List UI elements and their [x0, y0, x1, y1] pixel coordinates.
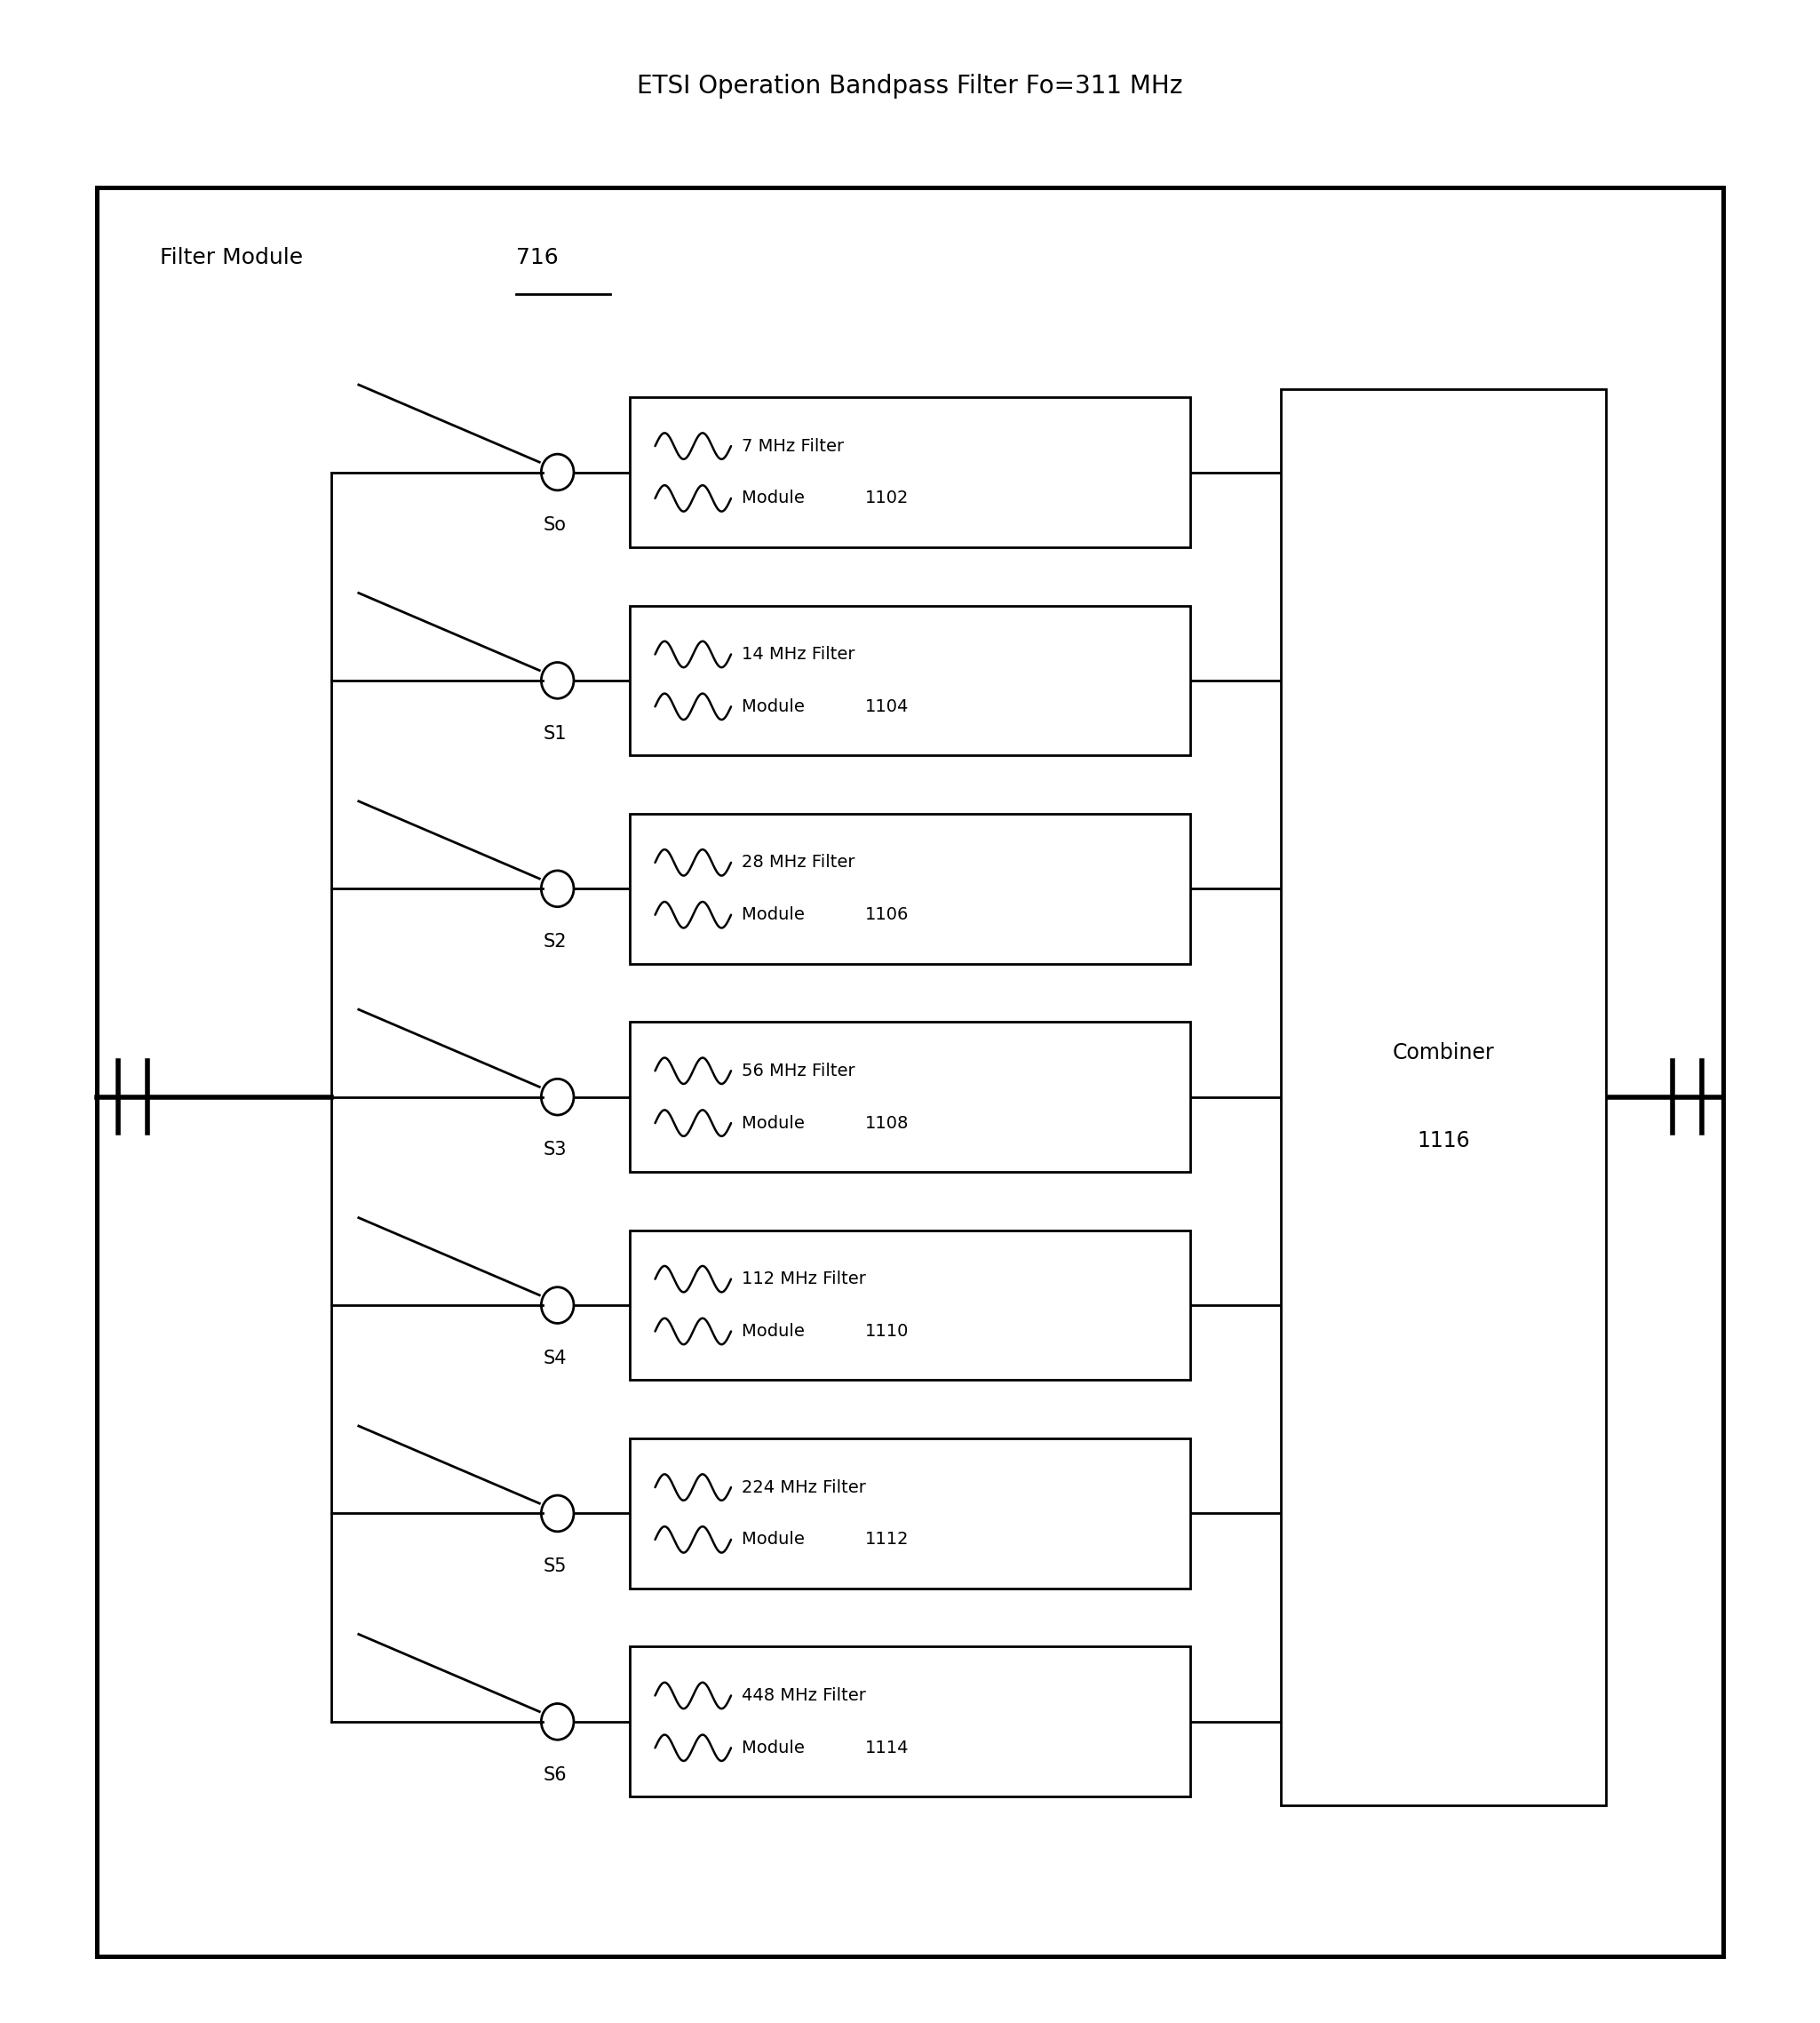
Text: 1104: 1104	[864, 698, 908, 714]
Text: Module: Module	[743, 1531, 810, 1548]
Text: 1108: 1108	[864, 1115, 908, 1131]
Text: 1116: 1116	[1416, 1131, 1471, 1151]
Text: 1106: 1106	[864, 906, 908, 922]
Text: Combiner: Combiner	[1392, 1042, 1494, 1064]
Bar	[630, 1438, 1190, 1588]
Bar	[96, 188, 1724, 1956]
Bar	[630, 813, 1190, 963]
Text: S5: S5	[542, 1558, 566, 1576]
Text: S1: S1	[542, 724, 566, 742]
Text: 7 MHz Filter: 7 MHz Filter	[743, 437, 844, 455]
Text: So: So	[542, 516, 566, 534]
Text: 1110: 1110	[864, 1323, 908, 1339]
Text: 716: 716	[515, 247, 559, 269]
Text: Module: Module	[743, 1740, 810, 1756]
Text: Filter Module: Filter Module	[160, 247, 309, 269]
Text: Module: Module	[743, 906, 810, 922]
Text: 448 MHz Filter: 448 MHz Filter	[743, 1687, 866, 1703]
Bar	[1281, 388, 1605, 1805]
Text: 14 MHz Filter: 14 MHz Filter	[743, 645, 855, 664]
Text: 1114: 1114	[864, 1740, 908, 1756]
Text: 112 MHz Filter: 112 MHz Filter	[743, 1270, 866, 1287]
Text: Module: Module	[743, 698, 810, 714]
Text: Module: Module	[743, 490, 810, 508]
Text: 1112: 1112	[864, 1531, 908, 1548]
Bar	[630, 1647, 1190, 1796]
Text: S3: S3	[542, 1141, 566, 1159]
Text: 1102: 1102	[864, 490, 908, 508]
Text: S2: S2	[542, 933, 566, 951]
Bar	[630, 1022, 1190, 1171]
Bar	[630, 1230, 1190, 1380]
Bar	[630, 605, 1190, 755]
Bar	[630, 397, 1190, 546]
Text: 28 MHz Filter: 28 MHz Filter	[743, 854, 855, 872]
Text: 224 MHz Filter: 224 MHz Filter	[743, 1479, 866, 1495]
Text: ETSI Operation Bandpass Filter Fo=311 MHz: ETSI Operation Bandpass Filter Fo=311 MH…	[637, 75, 1183, 99]
Text: S6: S6	[542, 1766, 566, 1784]
Text: S4: S4	[542, 1349, 566, 1368]
Text: Module: Module	[743, 1323, 810, 1339]
Text: 56 MHz Filter: 56 MHz Filter	[743, 1062, 855, 1078]
Text: Module: Module	[743, 1115, 810, 1131]
